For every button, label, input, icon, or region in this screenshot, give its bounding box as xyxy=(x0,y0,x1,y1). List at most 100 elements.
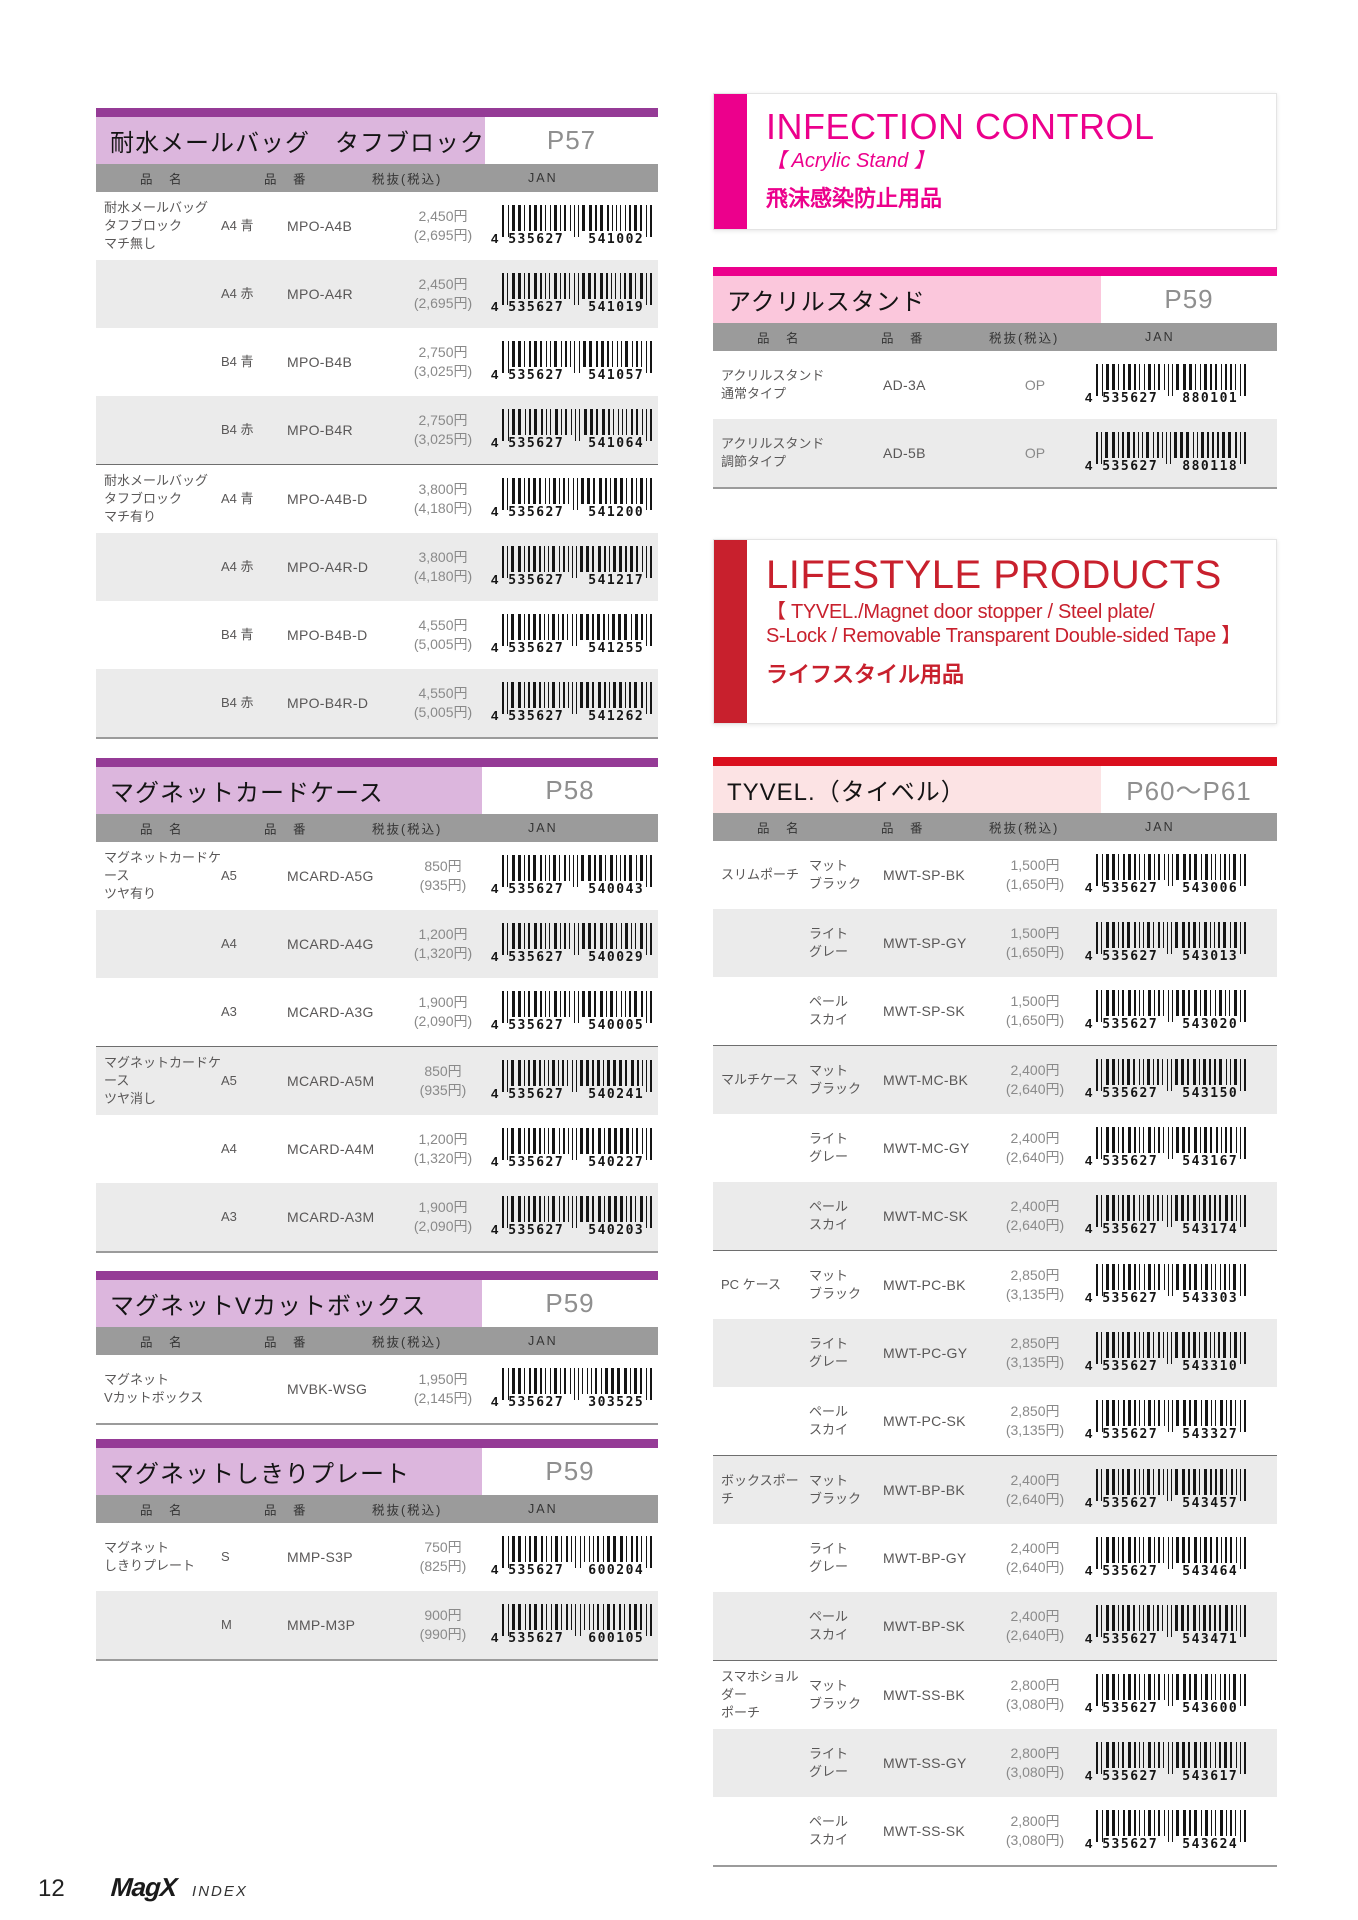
product-code: MPO-B4B xyxy=(287,354,353,370)
product-code: MWT-PC-BK xyxy=(883,1277,966,1293)
col-header-name: 品 名 xyxy=(140,1335,184,1350)
jan-barcode: 4 535627 541057 xyxy=(487,341,658,383)
table-mailbag: 耐水メールバッグ タフブロック P57 品 名 品 番 税抜(税込) JAN 耐… xyxy=(96,108,658,739)
jan-digits: 535627 543600 xyxy=(1102,1701,1239,1716)
jan-barcode: 4 535627 540005 xyxy=(487,991,658,1033)
product-variant: A3 xyxy=(221,1209,237,1225)
jan-barcode: 4 535627 540029 xyxy=(487,923,658,965)
col-header-price: 税抜(税込) xyxy=(372,822,443,837)
product-price: 2,400円 (2,640円) xyxy=(989,1539,1081,1577)
jan-prefix: 4 xyxy=(491,1394,499,1409)
jan-prefix: 4 xyxy=(491,504,499,519)
product-code: MPO-B4R xyxy=(287,422,353,438)
product-code: MPO-A4R xyxy=(287,286,353,302)
table-title: マグネットカードケース xyxy=(96,767,482,814)
jan-barcode: 4 535627 543624 xyxy=(1081,1810,1277,1852)
price-incl-tax: (1,320円) xyxy=(413,1150,473,1166)
price-excl-tax: 1,900円 xyxy=(418,1199,468,1216)
barcode-stripes xyxy=(1096,1332,1247,1364)
table-row: B4 青 MPO-B4B-D 4,550円 (5,005円) 4 535627 541255 xyxy=(96,601,658,669)
table-row: アクリルスタンド 調節タイプ AD-5B OP 4 535627 880118 xyxy=(713,419,1277,487)
jan-prefix: 4 xyxy=(491,1017,499,1032)
barcode-stripes xyxy=(1096,1605,1247,1637)
barcode-stripes xyxy=(1096,1400,1246,1432)
price-excl-tax: 4,550円 xyxy=(418,617,468,634)
barcode-stripes xyxy=(1096,1810,1246,1842)
section-accent-bar xyxy=(714,94,747,229)
section-header-lifestyle-products: LIFESTYLE PRODUCTS 【 TYVEL./Magnet door … xyxy=(713,539,1277,724)
product-variant: マット ブラック xyxy=(809,1678,862,1711)
product-name: 耐水メールバッグ タフブロック マチ有り xyxy=(104,472,209,525)
product-price: 2,450円 (2,695円) xyxy=(399,207,487,245)
product-price: 2,850円 (3,135円) xyxy=(989,1334,1081,1372)
price-incl-tax: (3,135円) xyxy=(1005,1286,1065,1302)
section-title: LIFESTYLE PRODUCTS xyxy=(766,553,1222,597)
jan-prefix: 4 xyxy=(1085,1426,1093,1441)
product-name: 耐水メールバッグ タフブロック マチ無し xyxy=(104,199,209,252)
price-incl-tax: (825円) xyxy=(419,1558,467,1574)
jan-barcode: 4 535627 541255 xyxy=(487,614,658,656)
product-variant: マット ブラック xyxy=(809,858,862,891)
jan-prefix: 4 xyxy=(491,435,499,450)
table-accent-bar xyxy=(96,1271,658,1280)
product-code: MWT-MC-SK xyxy=(883,1208,969,1224)
product-price: 2,450円 (2,695円) xyxy=(399,275,487,313)
price-incl-tax: (2,640円) xyxy=(1005,1217,1065,1233)
product-variant: ライト グレー xyxy=(809,1336,849,1369)
product-name: マグネット しきりプレート xyxy=(104,1539,196,1573)
jan-prefix: 4 xyxy=(1085,1836,1093,1851)
jan-barcode: 4 535627 543310 xyxy=(1081,1332,1277,1374)
jan-digits: 535627 540203 xyxy=(508,1223,645,1238)
section-header-infection-control: INFECTION CONTROL 【 Acrylic Stand 】 飛沫感染… xyxy=(713,93,1277,230)
product-code: MCARD-A5M xyxy=(287,1073,375,1089)
table-row: ペール スカイ MWT-MC-SK 2,400円 (2,640円) 4 535627 543… xyxy=(713,1182,1277,1250)
product-code: MWT-BP-SK xyxy=(883,1618,966,1634)
col-header-code: 品 番 xyxy=(264,822,308,837)
col-header-price: 税抜(税込) xyxy=(372,1335,443,1350)
price-excl-tax: 2,800円 xyxy=(1010,1745,1060,1762)
price-incl-tax: (990円) xyxy=(419,1626,467,1642)
product-variant: ライト グレー xyxy=(809,1746,849,1779)
table-rows: 耐水メールバッグ タフブロック マチ無し A4 青 MPO-A4B 2,450円 (2,… xyxy=(96,192,658,739)
price-excl-tax: OP xyxy=(1024,444,1046,461)
product-price: OP xyxy=(989,444,1081,463)
jan-barcode: 4 535627 540043 xyxy=(487,855,658,897)
product-price: 4,550円 (5,005円) xyxy=(399,684,487,722)
barcode-stripes xyxy=(1096,1469,1247,1501)
jan-prefix: 4 xyxy=(1085,1016,1093,1031)
price-excl-tax: 2,750円 xyxy=(418,412,468,429)
page-footer: 12 MagX INDEX xyxy=(38,1872,248,1903)
jan-digits: 535627 543327 xyxy=(1102,1427,1239,1442)
jan-barcode: 4 535627 543150 xyxy=(1081,1059,1277,1101)
product-price: 2,400円 (2,640円) xyxy=(989,1129,1081,1167)
col-header-code: 品 番 xyxy=(264,172,308,187)
price-excl-tax: 2,850円 xyxy=(1010,1335,1060,1352)
product-variant: ライト グレー xyxy=(809,1541,849,1574)
jan-prefix: 4 xyxy=(1085,1085,1093,1100)
jan-digits: 535627 540241 xyxy=(508,1087,645,1102)
jan-digits: 535627 600204 xyxy=(508,1563,645,1578)
table-row: ライト グレー MWT-BP-GY 2,400円 (2,640円) 4 535627 543… xyxy=(713,1524,1277,1592)
table-accent-bar xyxy=(713,757,1277,766)
price-incl-tax: (2,090円) xyxy=(413,1218,473,1234)
product-code: MWT-MC-BK xyxy=(883,1072,969,1088)
price-incl-tax: (3,135円) xyxy=(1005,1422,1065,1438)
jan-barcode: 4 535627 541002 xyxy=(487,205,658,247)
product-price: 850円 (935円) xyxy=(399,1062,487,1100)
product-price: OP xyxy=(989,376,1081,395)
jan-barcode: 4 535627 303525 xyxy=(487,1368,658,1410)
column-header-row: 品 名 品 番 税抜(税込) JAN xyxy=(713,323,1277,351)
barcode-stripes xyxy=(1096,432,1246,464)
table-row: アクリルスタンド 通常タイプ AD-3A OP 4 535627 880101 xyxy=(713,351,1277,419)
product-code: MCARD-A4G xyxy=(287,936,374,952)
table-row: A4 MCARD-A4M 1,200円 (1,320円) 4 535627 540227 xyxy=(96,1115,658,1183)
product-code: MWT-SS-GY xyxy=(883,1755,967,1771)
table-row: ボックスポーチ マット ブラック MWT-BP-BK 2,400円 (2,640円) 4 5… xyxy=(713,1455,1277,1524)
product-price: 850円 (935円) xyxy=(399,857,487,895)
table-row: スリムポーチ マット ブラック MWT-SP-BK 1,500円 (1,650円) 4 53… xyxy=(713,841,1277,909)
table-title: アクリルスタンド xyxy=(713,276,1101,323)
table-cardcase: マグネットカードケース P58 品 名 品 番 税抜(税込) JAN マグネット… xyxy=(96,758,658,1253)
product-price: 2,750円 (3,025円) xyxy=(399,343,487,381)
jan-digits: 535627 541019 xyxy=(508,300,645,315)
product-code: MCARD-A3G xyxy=(287,1004,374,1020)
